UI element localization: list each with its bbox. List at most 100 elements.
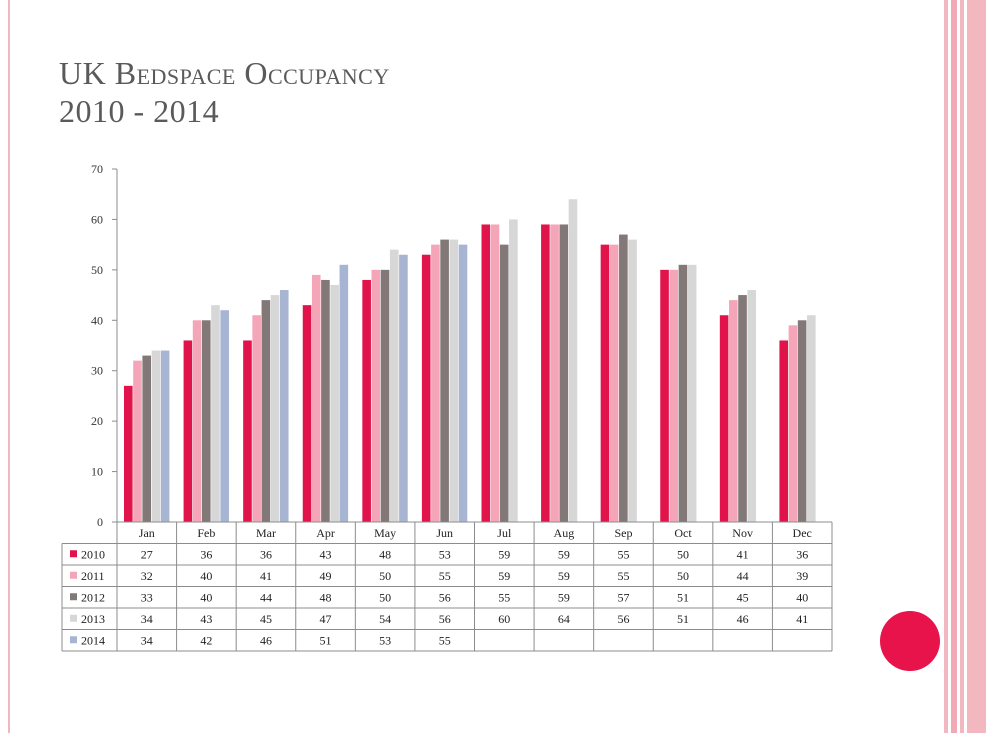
data-label: 36	[260, 547, 272, 561]
bar-2010-Nov	[719, 315, 729, 522]
data-label: 59	[558, 547, 570, 561]
bar-2010-Mar	[243, 340, 252, 522]
x-tick-label: Nov	[732, 526, 753, 540]
legend-swatch-2013	[70, 614, 77, 622]
bar-2011-Aug	[550, 224, 559, 522]
y-tick-label: 70	[91, 162, 103, 176]
right-stripe	[960, 0, 964, 733]
data-label: 56	[439, 590, 451, 604]
bar-2013-Sep	[628, 239, 637, 522]
data-label: 56	[439, 612, 451, 626]
data-label: 27	[141, 547, 153, 561]
data-label: 50	[379, 590, 391, 604]
x-tick-label: Jun	[436, 526, 453, 540]
data-label: 41	[260, 569, 272, 583]
bar-2012-Jan	[142, 355, 151, 522]
bar-2012-Dec	[797, 320, 807, 522]
data-label: 54	[379, 612, 391, 626]
data-label: 51	[320, 633, 332, 647]
slide-title-line1: UK Bedspace Occupancy	[59, 55, 390, 91]
data-label: 59	[558, 569, 570, 583]
data-label: 50	[379, 569, 391, 583]
x-tick-label: Jan	[139, 526, 155, 540]
bar-2012-Feb	[201, 320, 211, 522]
legend-label: 2013	[81, 612, 105, 626]
bar-2014-Jan	[160, 350, 170, 522]
legend-swatch-2014	[70, 636, 77, 644]
data-label: 36	[200, 547, 212, 561]
bar-2011-Nov	[729, 300, 738, 522]
bar-2013-Feb	[211, 305, 220, 522]
bar-2014-May	[399, 254, 408, 522]
bar-2012-Aug	[559, 224, 569, 522]
data-label: 32	[141, 569, 153, 583]
bar-2011-Mar	[252, 315, 261, 522]
right-stripe	[967, 0, 986, 733]
bar-2013-Dec	[807, 315, 816, 522]
data-label: 40	[796, 590, 808, 604]
data-label: 43	[320, 547, 332, 561]
bar-2014-Mar	[279, 290, 289, 522]
data-label: 41	[796, 612, 808, 626]
data-label: 64	[558, 612, 570, 626]
data-label: 46	[737, 612, 749, 626]
data-label: 48	[320, 590, 332, 604]
bar-2010-Jun	[421, 254, 431, 522]
bar-2012-Jun	[440, 239, 449, 522]
right-stripe	[951, 0, 957, 733]
bar-2011-Jun	[431, 244, 440, 522]
legend-label: 2011	[81, 569, 105, 583]
bar-2013-Apr	[330, 284, 339, 522]
bar-2012-May	[380, 269, 390, 522]
bar-2013-Jan	[151, 350, 161, 522]
data-label: 44	[260, 590, 272, 604]
bar-2013-Aug	[568, 199, 578, 522]
data-label: 47	[320, 612, 332, 626]
bar-2012-Oct	[678, 264, 688, 522]
bar-2011-Dec	[788, 325, 798, 522]
x-tick-label: Sep	[614, 526, 632, 540]
bar-2011-May	[371, 269, 381, 522]
bar-2014-Jun	[458, 244, 468, 522]
x-tick-label: May	[374, 526, 396, 540]
legend-swatch-2011	[70, 571, 77, 579]
bar-2011-Jul	[490, 224, 500, 522]
y-tick-label: 60	[91, 212, 103, 226]
data-label: 46	[260, 633, 272, 647]
bar-2010-May	[362, 279, 371, 522]
y-tick-label: 30	[91, 364, 103, 378]
bar-2010-Jul	[481, 224, 491, 522]
data-label: 45	[737, 590, 749, 604]
bar-2012-Nov	[738, 295, 747, 522]
data-label: 55	[617, 569, 629, 583]
y-tick-label: 50	[91, 263, 103, 277]
data-label: 40	[200, 569, 212, 583]
bar-2011-Oct	[669, 269, 679, 522]
x-tick-label: Jul	[497, 526, 512, 540]
data-label: 49	[320, 569, 332, 583]
data-label: 34	[141, 612, 153, 626]
data-label: 51	[677, 590, 689, 604]
bar-2013-Nov	[747, 290, 757, 522]
data-label: 42	[200, 633, 212, 647]
bar-2012-Mar	[261, 300, 271, 522]
bar-2013-Mar	[270, 295, 280, 522]
bar-2010-Apr	[302, 305, 312, 522]
x-tick-label: Oct	[674, 526, 692, 540]
data-label: 56	[617, 612, 629, 626]
bar-2011-Jan	[133, 360, 142, 522]
slide-title: UK Bedspace Occupancy 2010 - 2014	[59, 54, 390, 130]
bar-2013-Jul	[509, 219, 518, 522]
bar-2010-Jan	[124, 385, 133, 522]
x-tick-label: Mar	[256, 526, 276, 540]
data-label: 53	[439, 547, 451, 561]
y-tick-label: 20	[91, 414, 103, 428]
legend-swatch-2010	[70, 550, 77, 558]
data-label: 50	[677, 547, 689, 561]
data-label: 39	[796, 569, 808, 583]
data-label: 45	[260, 612, 272, 626]
data-label: 55	[617, 547, 629, 561]
right-stripe	[944, 0, 948, 733]
bar-2013-May	[389, 249, 399, 522]
